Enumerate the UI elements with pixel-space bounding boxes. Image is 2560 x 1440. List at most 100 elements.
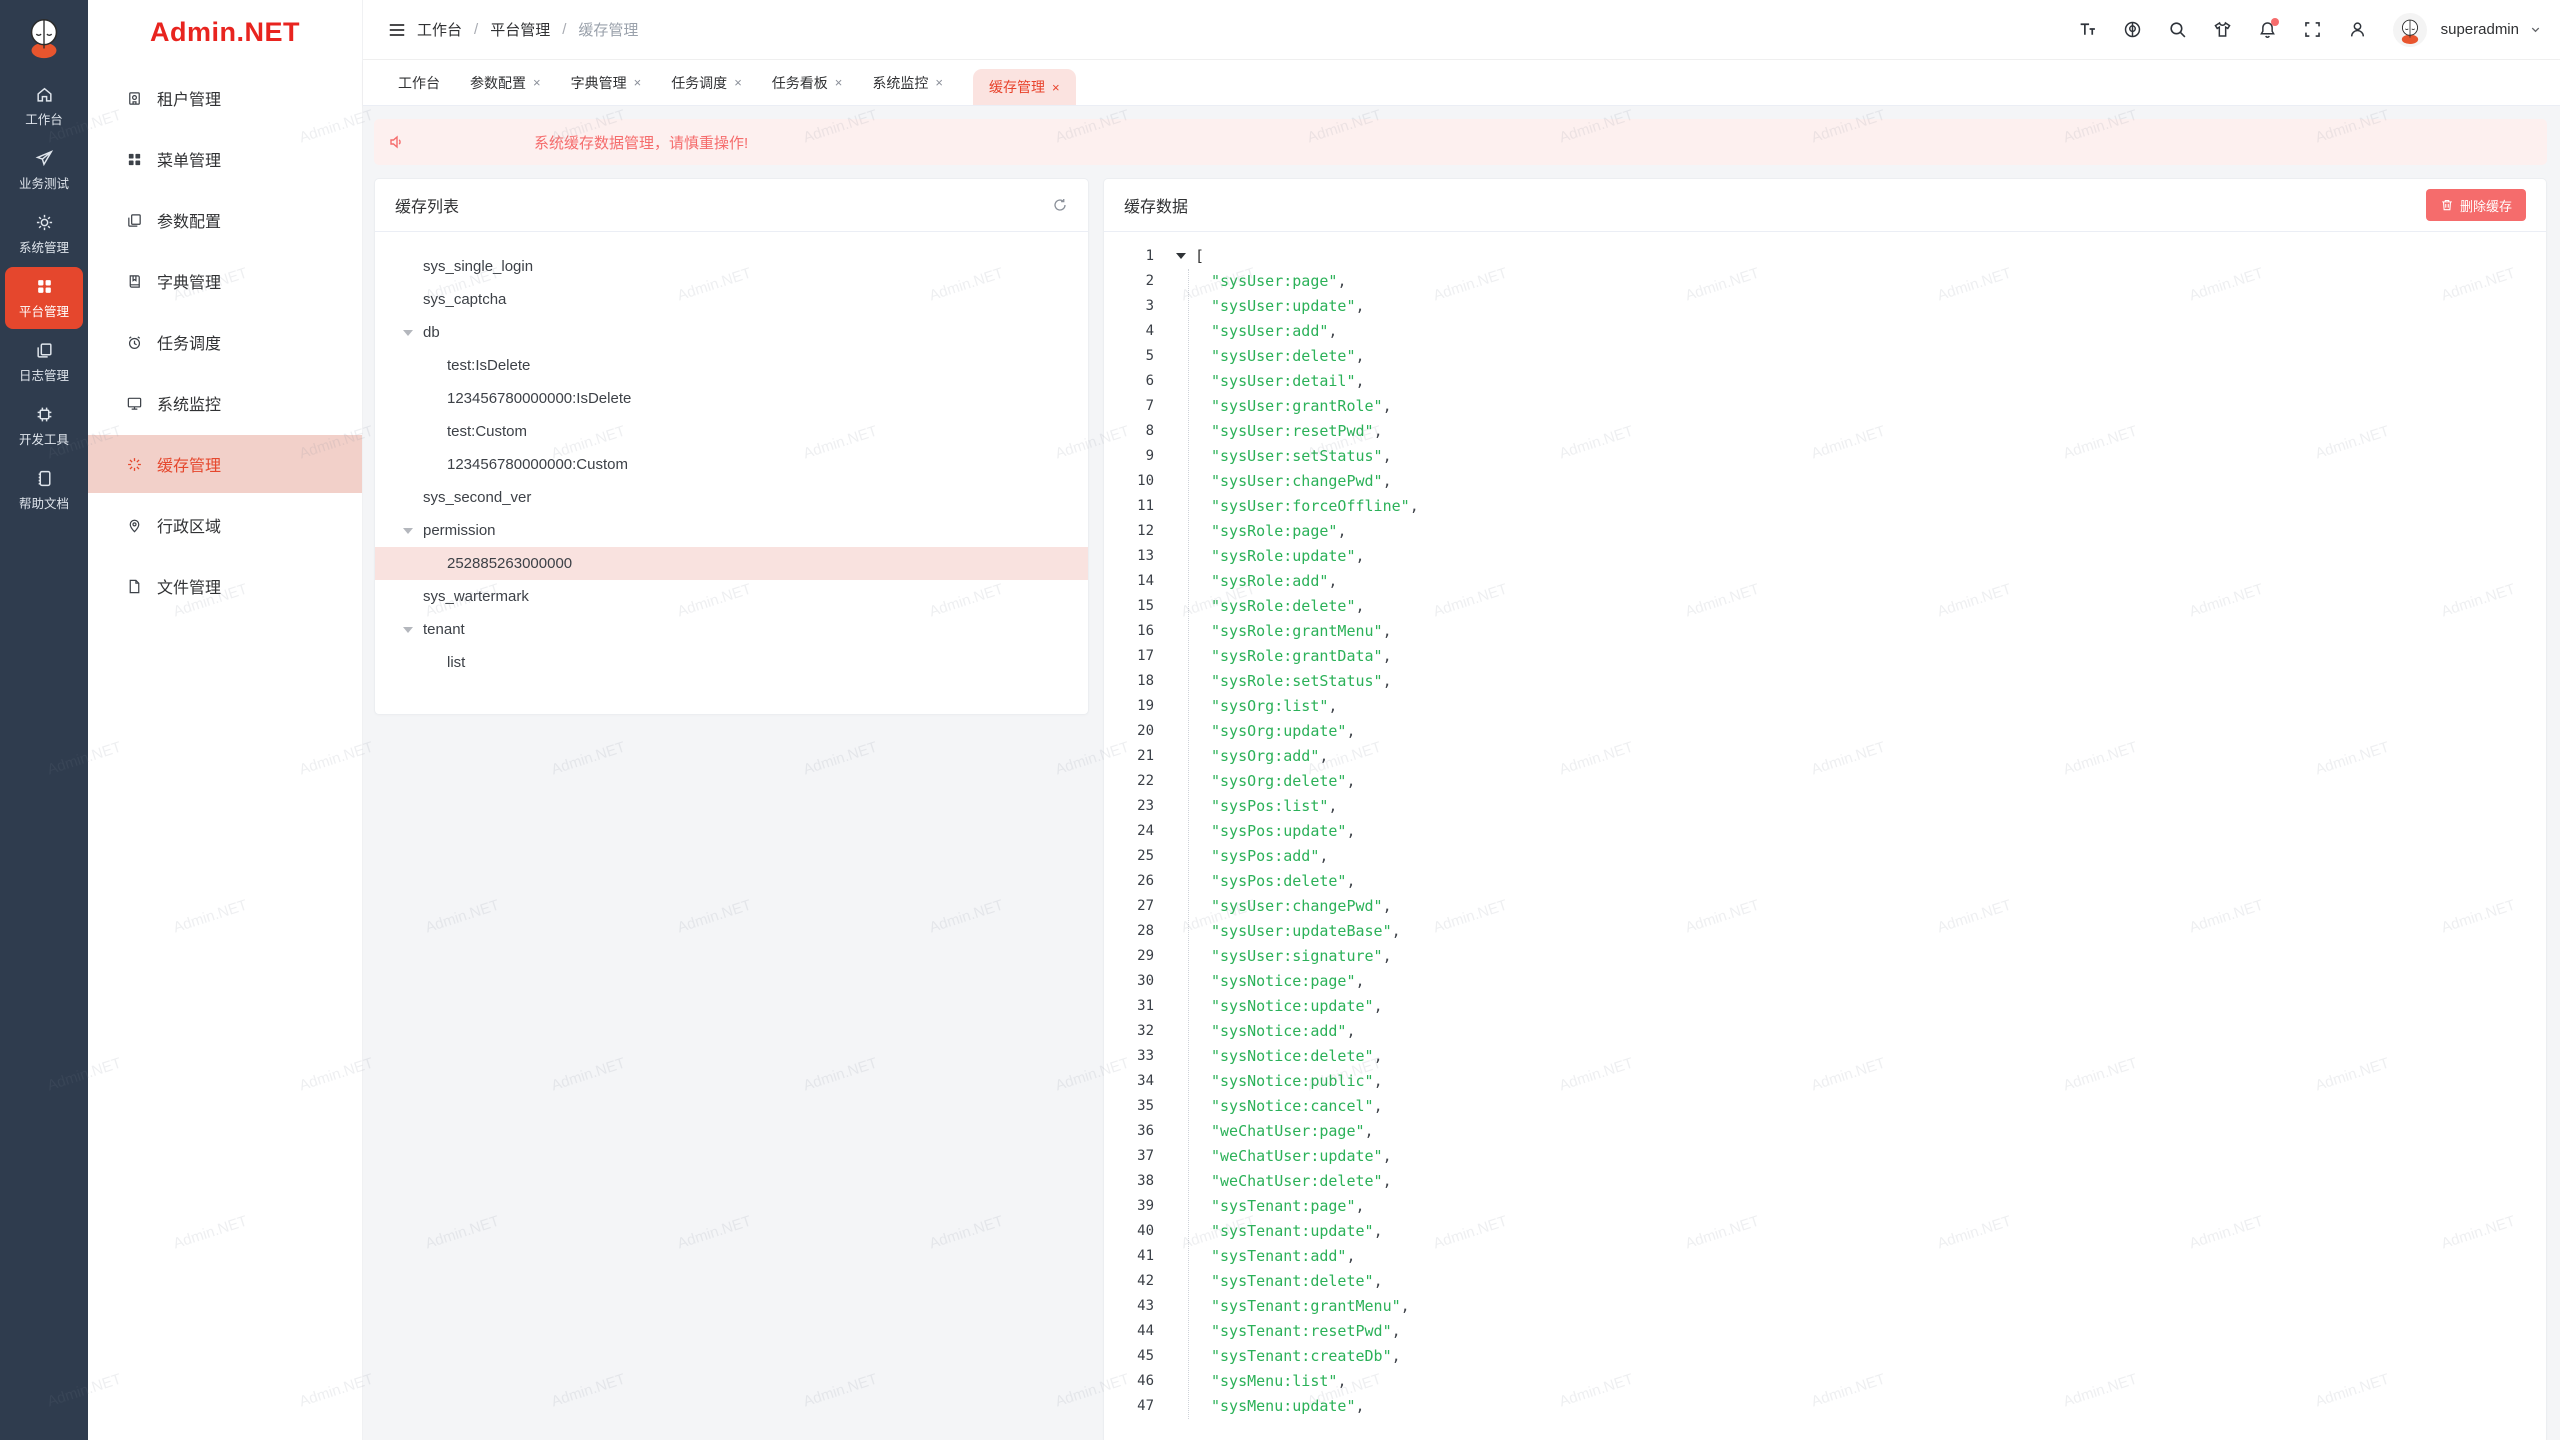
sidebar-item-label: 系统监控 [157, 397, 222, 414]
close-icon[interactable]: × [935, 75, 943, 90]
json-comma: , [1355, 597, 1365, 615]
tree-item[interactable]: sys_second_ver [375, 481, 1088, 514]
json-string: "sysRole:grantData" [1211, 647, 1383, 665]
rail-item-dev-tools[interactable]: 开发工具 [5, 395, 83, 457]
json-line: 47 "sysMenu:update", [1104, 1394, 2546, 1419]
search-icon[interactable] [2168, 20, 2187, 39]
json-comma: , [1382, 447, 1392, 465]
tab-label: 工作台 [398, 74, 440, 91]
json-line: 39 "sysTenant:page", [1104, 1194, 2546, 1219]
tree-item[interactable]: sys_captcha [375, 283, 1088, 316]
tab-param-config[interactable]: 参数配置 × [470, 60, 541, 105]
caret-down-icon[interactable] [403, 527, 423, 534]
line-number: 27 [1137, 898, 1154, 914]
sidebar-menu: 租户管理 菜单管理 参数配置 字典管理 任务调度 系统监控 [88, 64, 362, 615]
json-line: 33 "sysNotice:delete", [1104, 1044, 2546, 1069]
tree-item[interactable]: 123456780000000:Custom [375, 448, 1088, 481]
tree-item[interactable]: tenant [375, 613, 1088, 646]
sidebar-item-system-monitor[interactable]: 系统监控 [88, 374, 362, 432]
collapse-caret-icon[interactable] [1176, 253, 1186, 259]
tree-item[interactable]: 252885263000000 [375, 547, 1088, 580]
json-line: 24 "sysPos:update", [1104, 819, 2546, 844]
tab-workbench[interactable]: 工作台 [398, 60, 440, 105]
rail-item-help-docs[interactable]: 帮助文档 [5, 459, 83, 521]
tab-dict-mgmt[interactable]: 字典管理 × [571, 60, 642, 105]
tab-label: 参数配置 [470, 74, 526, 91]
collapse-menu-icon[interactable] [387, 20, 407, 40]
line-number: 45 [1137, 1348, 1154, 1364]
breadcrumb-item[interactable]: 工作台 [417, 22, 463, 39]
line-number: 1 [1145, 248, 1154, 264]
json-line: 11 "sysUser:forceOffline", [1104, 494, 2546, 519]
json-string: "sysOrg:update" [1211, 722, 1347, 740]
tree-item[interactable]: sys_single_login [375, 250, 1088, 283]
rail-item-log-mgmt[interactable]: 日志管理 [5, 331, 83, 393]
close-icon[interactable]: × [1051, 79, 1060, 95]
rail-item-system-mgmt[interactable]: 系统管理 [5, 203, 83, 265]
tree-item[interactable]: permission [375, 514, 1088, 547]
sidebar-item-file-mgmt[interactable]: 文件管理 [88, 557, 362, 615]
line-number: 36 [1137, 1123, 1154, 1139]
theme-icon[interactable] [2213, 20, 2232, 39]
sidebar-item-cache-mgmt[interactable]: 缓存管理 [88, 435, 362, 493]
close-icon[interactable]: × [834, 75, 843, 90]
close-icon[interactable]: × [734, 75, 742, 90]
brand-text: Admin.NET [150, 16, 300, 47]
rail-item-business-test[interactable]: 业务测试 [5, 139, 83, 201]
tab-cache-mgmt[interactable]: 缓存管理 × [972, 69, 1076, 105]
close-icon[interactable]: × [533, 75, 541, 90]
sidebar-item-label: 文件管理 [157, 580, 222, 597]
sidebar-item-task-schedule[interactable]: 任务调度 [88, 313, 362, 371]
json-string: "sysRole:grantMenu" [1211, 622, 1383, 640]
close-icon[interactable]: × [633, 75, 642, 90]
tree-item-label: permission [423, 522, 496, 539]
sidebar-item-param-config[interactable]: 参数配置 [88, 191, 362, 249]
tree-item-label: db [423, 324, 440, 341]
tree-item-label: test:IsDelete [447, 357, 531, 374]
rail-item-label: 帮助文档 [18, 496, 69, 511]
tree-item-label: tenant [423, 621, 465, 638]
fullscreen-icon[interactable] [2303, 20, 2322, 39]
json-line: 37 "weChatUser:update", [1104, 1144, 2546, 1169]
breadcrumb-item[interactable]: 平台管理 [490, 22, 551, 39]
tree-item[interactable]: test:IsDelete [375, 349, 1088, 382]
json-string: "sysTenant:delete" [1211, 1272, 1374, 1290]
tree-item-label: test:Custom [447, 423, 528, 440]
tree-item[interactable]: 123456780000000:IsDelete [375, 382, 1088, 415]
refresh-icon[interactable] [1052, 197, 1068, 213]
tab-task-board[interactable]: 任务看板 × [772, 60, 843, 105]
caret-down-icon[interactable] [403, 329, 423, 336]
tree-item[interactable]: sys_wartermark [375, 580, 1088, 613]
json-line: 31 "sysNotice:update", [1104, 994, 2546, 1019]
language-icon[interactable] [2123, 20, 2142, 39]
json-string: "sysNotice:public" [1211, 1072, 1374, 1090]
json-string: "sysUser:signature" [1211, 947, 1383, 965]
cache-data-panel: 缓存数据 删除缓存 1[2 "sysUser:page", 3 "sysUser:up… [1103, 178, 2547, 1440]
user-icon[interactable] [2348, 20, 2367, 39]
rail-item-platform-mgmt[interactable]: 平台管理 [5, 267, 83, 329]
rail-item-workbench[interactable]: 工作台 [5, 75, 83, 137]
indent-guide [1188, 269, 1189, 1419]
font-size-icon[interactable] [2078, 20, 2097, 39]
username[interactable]: superadmin [2440, 21, 2519, 38]
avatar[interactable] [2392, 12, 2427, 47]
app-logo[interactable] [0, 0, 88, 74]
chevron-down-icon[interactable] [2529, 23, 2542, 36]
sidebar-item-admin-region[interactable]: 行政区域 [88, 496, 362, 554]
json-string: "weChatUser:delete" [1211, 1172, 1383, 1190]
brand-logo[interactable]: Admin.NET [88, 0, 362, 64]
rail-item-label: 系统管理 [18, 240, 69, 255]
tree-item[interactable]: test:Custom [375, 415, 1088, 448]
sidebar-item-dict-mgmt[interactable]: 字典管理 [88, 252, 362, 310]
sidebar-item-tenant-mgmt[interactable]: 租户管理 [88, 69, 362, 127]
tree-item[interactable]: db [375, 316, 1088, 349]
delete-cache-button[interactable]: 删除缓存 [2425, 189, 2526, 221]
caret-down-icon[interactable] [403, 626, 423, 633]
json-line: 38 "weChatUser:delete", [1104, 1169, 2546, 1194]
notification-bell-icon[interactable] [2258, 18, 2279, 39]
tab-task-schedule[interactable]: 任务调度 × [671, 60, 742, 105]
sidebar-item-menu-mgmt[interactable]: 菜单管理 [88, 130, 362, 188]
tree-item[interactable]: list [375, 646, 1088, 679]
panels-row: 缓存列表 sys_single_login sys_captcha db test:I… [374, 178, 2547, 1440]
tab-system-monitor[interactable]: 系统监控 × [872, 60, 943, 105]
